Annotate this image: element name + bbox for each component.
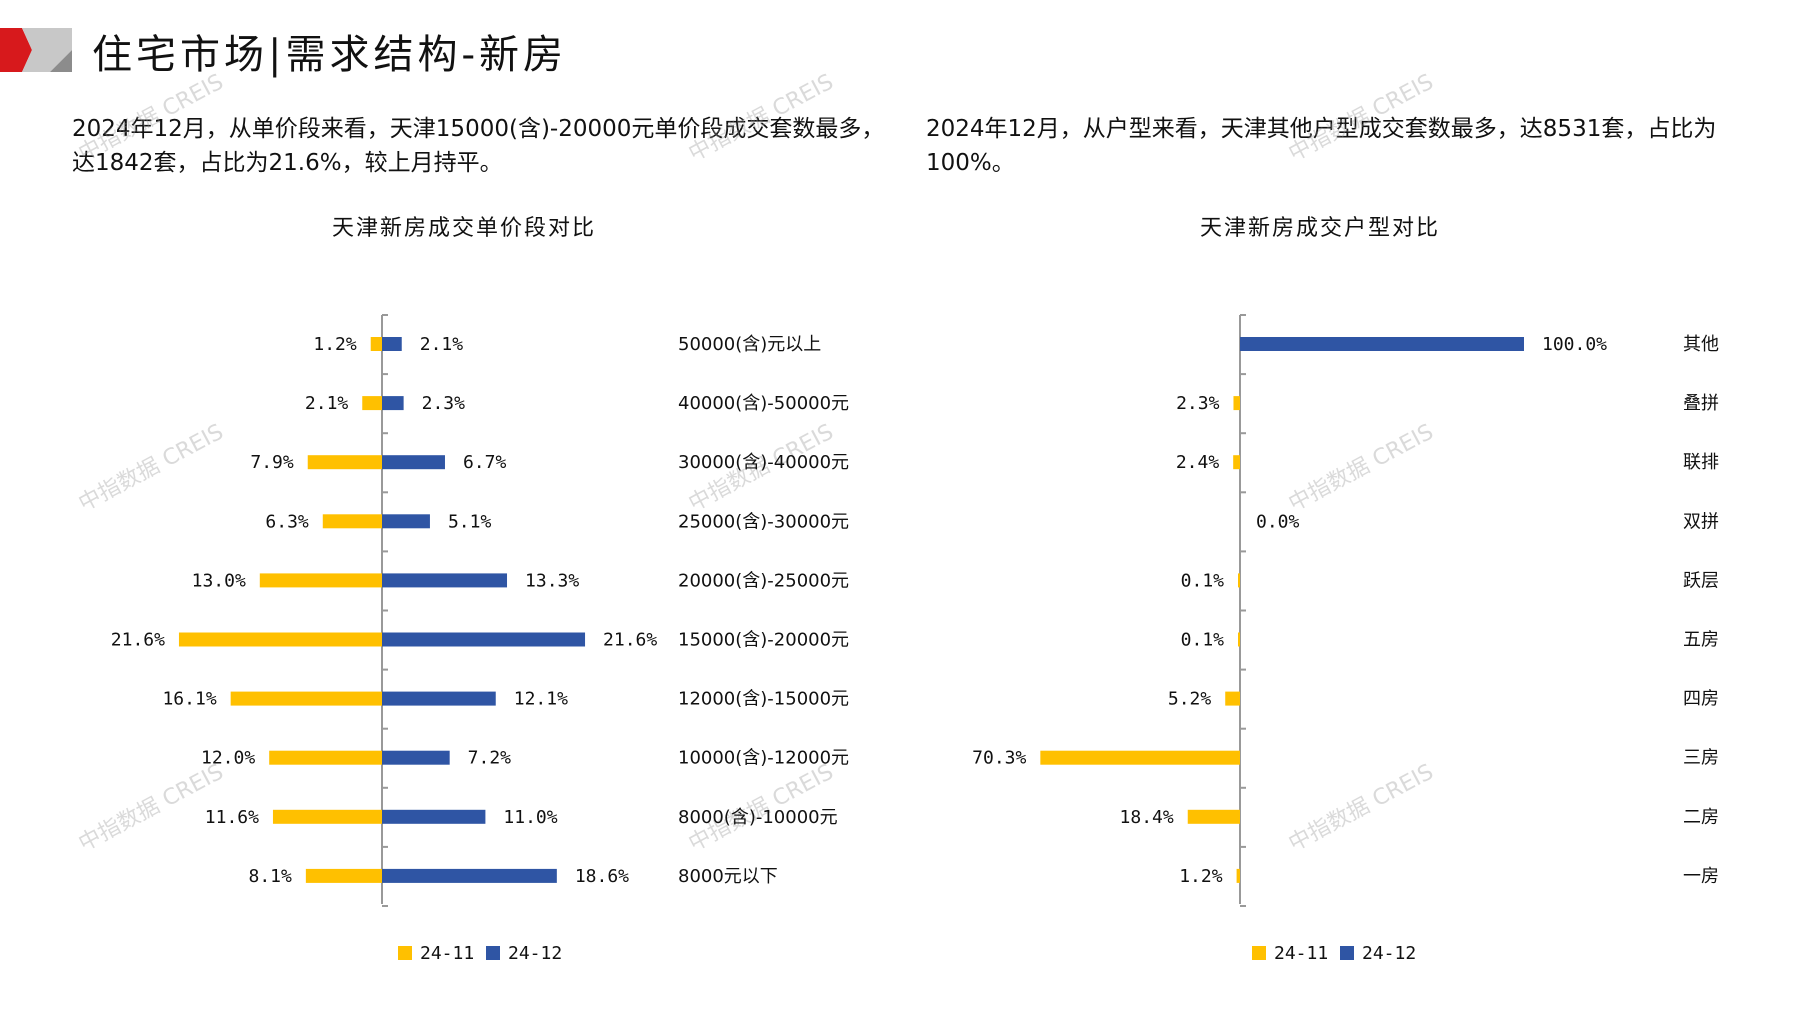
undefined-data-label-24-11: 16.1% <box>162 689 216 710</box>
undefined-data-label-24-12: 7.2% <box>468 748 512 769</box>
undefined-category-label: 30000(含)-40000元 <box>678 452 849 473</box>
undefined-bar-24-11 <box>1225 691 1240 706</box>
undefined-data-label-24-11: 70.3% <box>972 748 1026 769</box>
undefined-bar-24-11 <box>1233 455 1240 470</box>
undefined-category-label: 二房 <box>1683 807 1719 828</box>
undefined-legend-label-24-12: 24-12 <box>1362 943 1416 964</box>
page-title: 住宅市场|需求结构-新房 <box>92 32 567 78</box>
undefined-bar-24-11 <box>305 868 382 883</box>
right-chart-title: 天津新房成交户型对比 <box>1200 216 1441 241</box>
left-chart-title: 天津新房成交单价段对比 <box>332 216 597 241</box>
undefined-legend-label-24-12: 24-12 <box>508 943 562 964</box>
undefined-bar-24-12 <box>382 868 557 883</box>
left-summary: 2024年12月，从单价段来看，天津15000(含)-20000元单价段成交套数… <box>72 116 885 176</box>
undefined-legend-swatch-24-12 <box>486 946 500 960</box>
undefined-category-label: 15000(含)-20000元 <box>678 630 849 651</box>
undefined-data-label-24-12: 5.1% <box>448 511 492 532</box>
undefined-bar-24-11 <box>370 337 382 351</box>
undefined-bar-24-11 <box>307 455 382 470</box>
undefined-category-label: 8000(含)-10000元 <box>678 807 838 828</box>
undefined-bar-24-11 <box>322 514 382 529</box>
undefined-data-label-24-12: 6.7% <box>463 452 507 473</box>
undefined-data-label-24-11: 2.1% <box>305 393 349 414</box>
undefined-bar-24-11 <box>1238 573 1240 588</box>
undefined-data-label-24-12: 0.0% <box>1256 511 1300 532</box>
undefined-bar-24-12 <box>1240 337 1524 351</box>
undefined-legend-swatch-24-12 <box>1340 946 1354 960</box>
undefined-data-label-24-11: 6.3% <box>265 511 309 532</box>
undefined-category-label: 50000(含)元以上 <box>678 334 821 355</box>
undefined-data-label-24-11: 0.1% <box>1181 570 1225 591</box>
undefined-category-label: 叠拼 <box>1683 393 1719 414</box>
undefined-data-label-24-11: 8.1% <box>249 866 293 887</box>
undefined-category-label: 四房 <box>1683 689 1719 710</box>
undefined-data-label-24-11: 1.2% <box>1179 866 1223 887</box>
undefined-legend-label-24-11: 24-11 <box>1274 943 1328 964</box>
undefined-bar-24-12 <box>382 809 486 824</box>
undefined-data-label-24-12: 21.6% <box>603 630 657 651</box>
undefined-category-label: 联排 <box>1683 452 1719 473</box>
undefined-category-label: 一房 <box>1683 866 1719 887</box>
undefined-data-label-24-12: 13.3% <box>525 570 579 591</box>
undefined-bar-24-11 <box>1236 868 1240 883</box>
undefined-bar-24-11 <box>1233 396 1240 411</box>
undefined-data-label-24-11: 2.4% <box>1176 452 1220 473</box>
undefined-data-label-24-11: 2.3% <box>1176 393 1220 414</box>
undefined-data-label-24-11: 21.6% <box>111 630 165 651</box>
undefined-bar-24-12 <box>382 750 450 765</box>
undefined-legend-swatch-24-11 <box>1252 946 1266 960</box>
undefined-data-label-24-12: 18.6% <box>575 866 629 887</box>
undefined-bar-24-12 <box>382 337 402 351</box>
right-summary: 2024年12月，从户型来看，天津其他户型成交套数最多，达8531套，占比为10… <box>926 116 1717 176</box>
undefined-data-label-24-12: 11.0% <box>503 807 557 828</box>
undefined-category-label: 12000(含)-15000元 <box>678 689 849 710</box>
undefined-bar-24-11 <box>1040 750 1240 765</box>
undefined-bar-24-11 <box>362 396 382 411</box>
undefined-data-label-24-11: 13.0% <box>192 570 246 591</box>
undefined-category-label: 三房 <box>1683 748 1719 769</box>
undefined-data-label-24-12: 100.0% <box>1542 334 1607 355</box>
undefined-category-label: 双拼 <box>1683 511 1719 532</box>
undefined-category-label: 8000元以下 <box>678 866 778 887</box>
undefined-bar-24-11 <box>1238 632 1240 647</box>
undefined-data-label-24-12: 2.1% <box>420 334 464 355</box>
undefined-bar-24-11 <box>259 573 382 588</box>
undefined-data-label-24-11: 0.1% <box>1181 630 1225 651</box>
undefined-bar-24-11 <box>269 750 382 765</box>
undefined-data-label-24-11: 7.9% <box>250 452 294 473</box>
undefined-category-label: 其他 <box>1683 334 1719 355</box>
undefined-category-label: 20000(含)-25000元 <box>678 570 849 591</box>
undefined-bar-24-11 <box>230 691 382 706</box>
undefined-bar-24-12 <box>382 691 496 706</box>
undefined-data-label-24-11: 1.2% <box>313 334 357 355</box>
undefined-data-label-24-11: 18.4% <box>1120 807 1174 828</box>
undefined-bar-24-12 <box>382 632 586 647</box>
undefined-data-label-24-11: 5.2% <box>1168 689 1212 710</box>
undefined-category-label: 跃层 <box>1683 570 1719 591</box>
undefined-bar-24-12 <box>382 573 508 588</box>
undefined-bar-24-11 <box>1187 809 1240 824</box>
undefined-bar-24-11 <box>272 809 382 824</box>
undefined-category-label: 40000(含)-50000元 <box>678 393 849 414</box>
undefined-legend-label-24-11: 24-11 <box>420 943 474 964</box>
undefined-bar-24-12 <box>382 396 404 411</box>
undefined-bar-24-12 <box>382 514 430 529</box>
undefined-data-label-24-12: 2.3% <box>422 393 466 414</box>
undefined-data-label-24-11: 12.0% <box>201 748 255 769</box>
brand-logo-icon <box>0 28 72 72</box>
undefined-bar-24-11 <box>178 632 382 647</box>
undefined-data-label-24-12: 12.1% <box>514 689 568 710</box>
undefined-data-label-24-11: 11.6% <box>205 807 259 828</box>
undefined-bar-24-12 <box>382 455 445 470</box>
undefined-category-label: 五房 <box>1683 630 1719 651</box>
undefined-category-label: 25000(含)-30000元 <box>678 511 849 532</box>
undefined-category-label: 10000(含)-12000元 <box>678 748 849 769</box>
undefined-legend-swatch-24-11 <box>398 946 412 960</box>
